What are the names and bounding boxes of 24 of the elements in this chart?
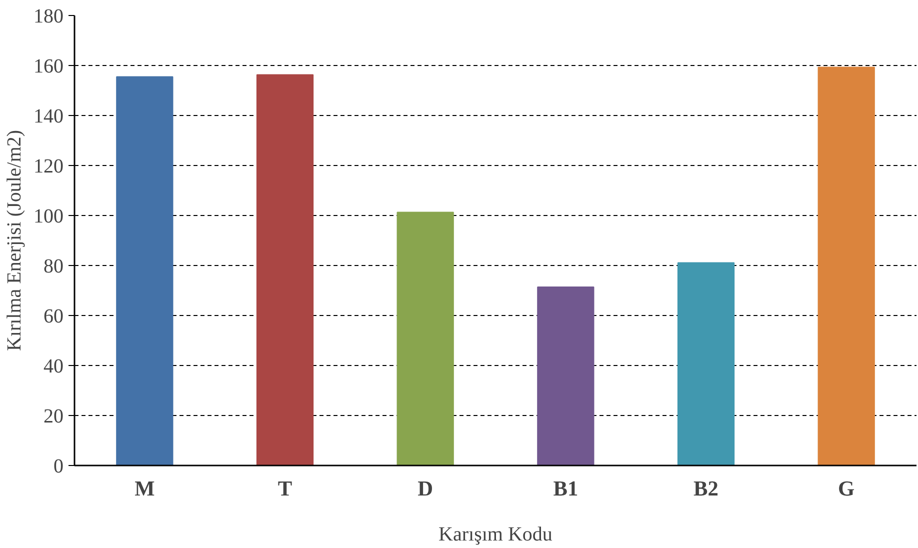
- y-tick-label: 0: [54, 456, 64, 478]
- x-tick-label: B1: [553, 476, 578, 500]
- y-tick-label: 140: [34, 106, 64, 128]
- y-tick-label: 60: [44, 306, 64, 328]
- y-tick-label: 80: [44, 256, 64, 278]
- bar: [396, 212, 454, 466]
- x-tick-label: B2: [694, 476, 718, 500]
- x-tick-label: M: [134, 476, 155, 500]
- y-tick-label: 100: [34, 206, 64, 228]
- x-axis-title: Karışım Kodu: [438, 524, 552, 546]
- y-tick-label: 160: [34, 56, 64, 78]
- bar: [677, 262, 735, 466]
- bar: [256, 74, 314, 466]
- x-tick-label: D: [418, 476, 434, 500]
- bar: [537, 286, 594, 466]
- bar: [116, 76, 174, 466]
- y-tick-label: 120: [34, 156, 64, 178]
- bar: [818, 66, 875, 466]
- y-axis-title: Kırılma Enerjisi (Joule/m2): [4, 130, 26, 352]
- y-tick-label: 20: [44, 406, 64, 428]
- x-tick-label: T: [278, 476, 292, 500]
- x-tick-label: G: [838, 476, 855, 500]
- y-tick-label: 180: [34, 6, 64, 28]
- y-tick-label: 40: [44, 356, 64, 378]
